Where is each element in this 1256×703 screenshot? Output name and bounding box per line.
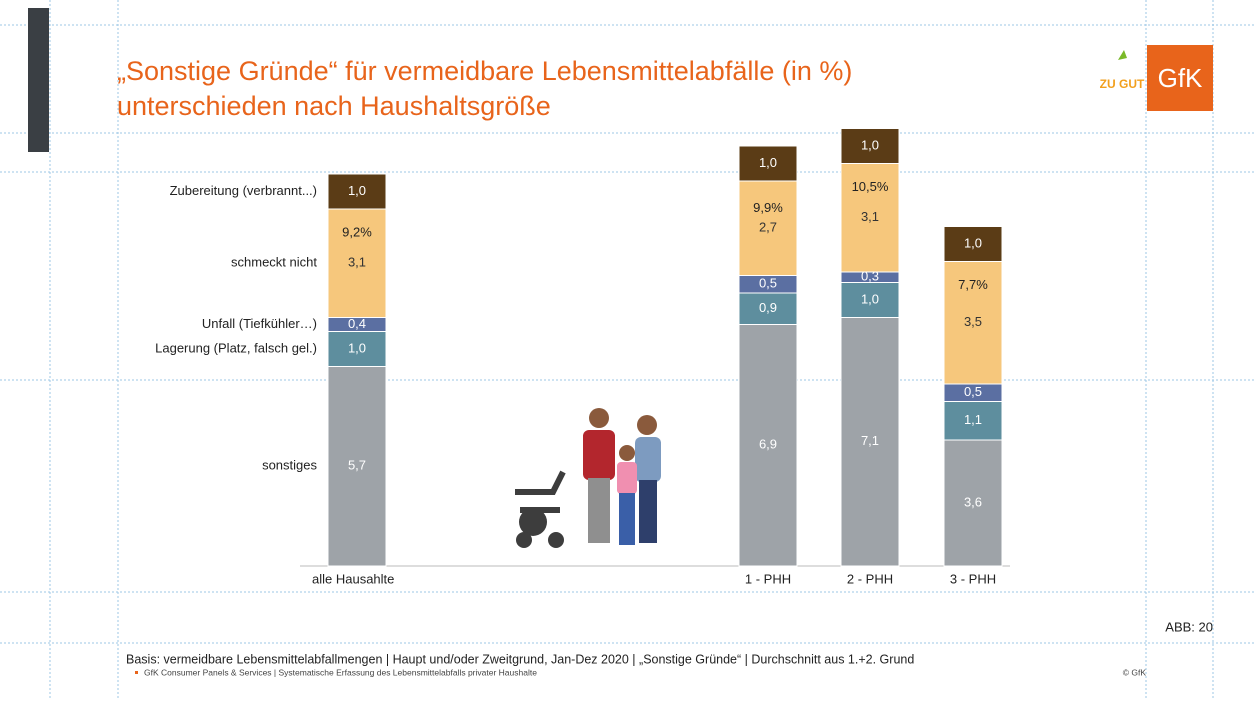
value-label: 0,9 (759, 300, 777, 315)
value-label: 5,7 (348, 458, 366, 473)
value-label: 1,0 (759, 155, 777, 170)
gfk-logo-text: GfK (1158, 63, 1203, 93)
value-label: 1,0 (861, 137, 879, 152)
value-label: 1,0 (861, 291, 879, 306)
category-label: alle Hausahlte (312, 571, 394, 586)
figure-id: ABB: 20 (1165, 619, 1213, 634)
value-label: 3,1 (348, 255, 366, 270)
value-label: 1,1 (964, 412, 982, 427)
value-label: 0,5 (964, 384, 982, 399)
value-label: 1,0 (348, 183, 366, 198)
legend-label: schmeckt nicht (231, 255, 317, 270)
value-label: 6,9 (759, 437, 777, 452)
total-label: 7,7% (958, 277, 988, 292)
category-label: 2 - PHH (847, 571, 893, 586)
total-label: 9,2% (342, 224, 372, 239)
value-label: 3,1 (861, 209, 879, 224)
bullet (135, 671, 138, 674)
slide: „Sonstige Gründe“ für vermeidbare Lebens… (0, 0, 1256, 698)
title-line: „Sonstige Gründe“ für vermeidbare Lebens… (117, 56, 852, 86)
source: GfK Consumer Panels & Services | Systema… (144, 667, 537, 677)
campaign-leaf (1118, 50, 1127, 60)
value-label: 1,0 (964, 235, 982, 250)
legend-label: Unfall (Tiefkühler…) (202, 316, 317, 331)
value-label: 1,0 (348, 340, 366, 355)
title-line: unterschieden nach Haushaltsgröße (117, 91, 551, 121)
legend-label: sonstiges (262, 458, 317, 473)
family-illustration (515, 408, 661, 548)
value-label: 7,1 (861, 433, 879, 448)
total-label: 10,5% (852, 179, 889, 194)
value-label: 0,5 (759, 276, 777, 291)
copyright: © GfK (1123, 667, 1147, 677)
value-label: 2,7 (759, 220, 777, 235)
total-label: 9,9% (753, 200, 783, 215)
value-label: 3,6 (964, 494, 982, 509)
value-label: 3,5 (964, 314, 982, 329)
side-bar (28, 8, 49, 152)
category-label: 3 - PHH (950, 571, 996, 586)
campaign-logo: ZU GUT (1100, 77, 1145, 91)
value-label: 0,4 (348, 316, 366, 331)
footnote: Basis: vermeidbare Lebensmittelabfallmen… (126, 652, 914, 666)
legend-label: Zubereitung (verbrannt...) (170, 183, 317, 198)
legend-label: Lagerung (Platz, falsch gel.) (155, 340, 317, 355)
category-label: 1 - PHH (745, 571, 791, 586)
